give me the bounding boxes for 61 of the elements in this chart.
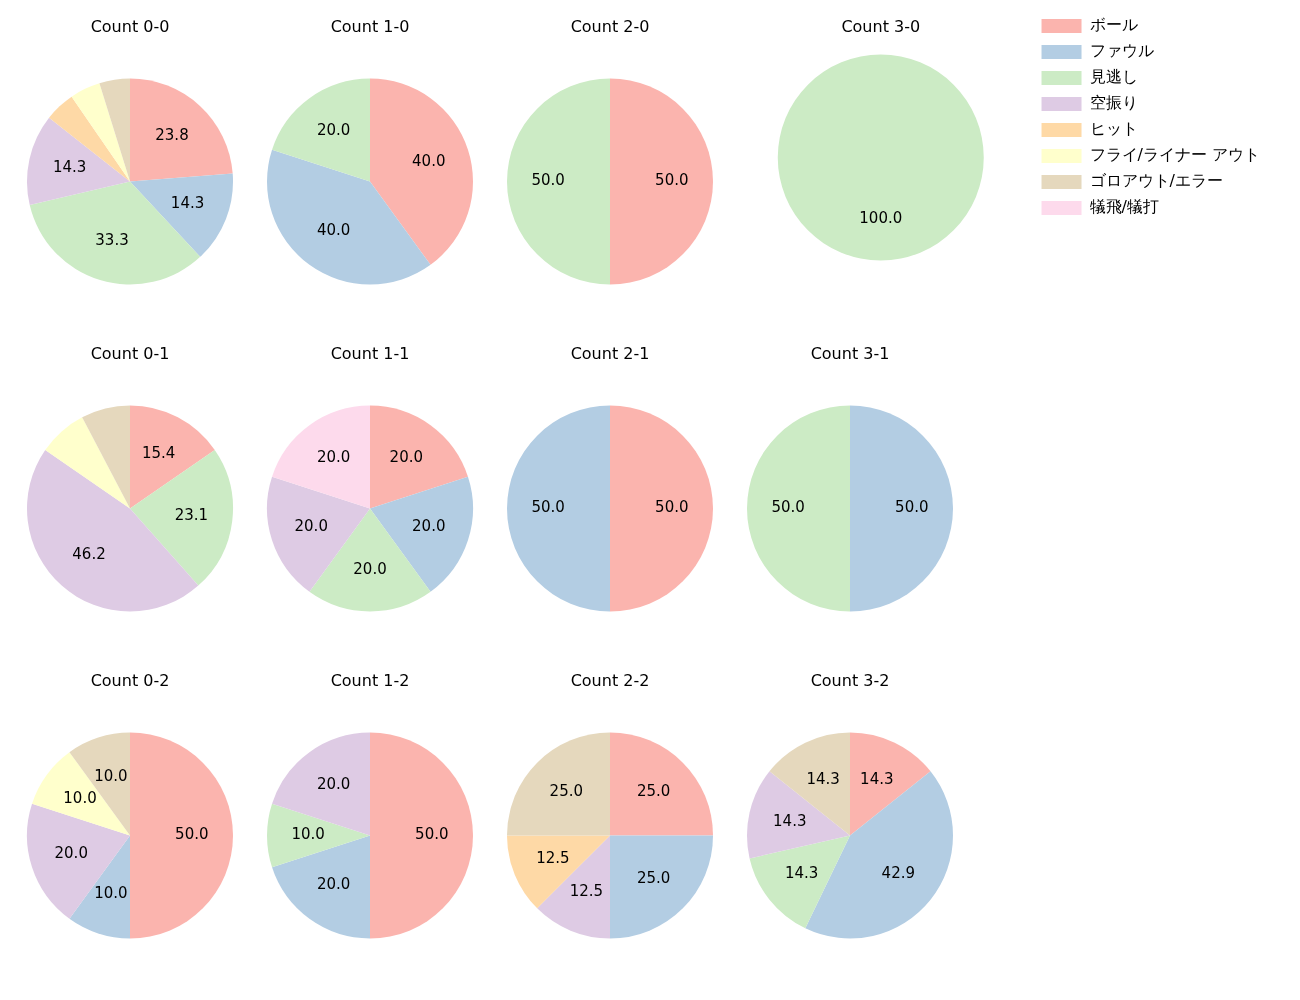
data-label: 50.0: [531, 171, 565, 190]
data-label: 14.3: [52, 158, 87, 177]
data-label: 10.0: [94, 766, 128, 785]
data-label: 46.2: [72, 544, 106, 563]
data-label: 10.0: [291, 825, 325, 844]
chart-title: Count 1-2: [330, 671, 410, 691]
data-label: 20.0: [316, 448, 351, 467]
data-label: 23.8: [155, 126, 189, 145]
data-label: 14.3: [806, 769, 840, 788]
data-label: 25.0: [637, 869, 671, 888]
legend-label: ボール: [1089, 15, 1138, 35]
data-label: 20.0: [316, 875, 351, 894]
chart-title: Count 0-0: [90, 17, 170, 37]
data-label: 12.5: [536, 849, 570, 868]
data-label: 15.4: [142, 443, 176, 462]
data-label: 23.1: [174, 505, 209, 524]
data-label: 50.0: [655, 171, 689, 190]
data-label: 25.0: [549, 781, 583, 800]
chart-title: Count 1-0: [330, 17, 410, 37]
data-label: 40.0: [412, 152, 446, 171]
data-label: 14.3: [170, 193, 205, 212]
data-label: 14.3: [860, 769, 894, 788]
chart-title: Count 3-0: [841, 17, 921, 37]
data-label: 20.0: [389, 448, 424, 467]
data-label: 50.0: [895, 498, 929, 517]
chart-title: Count 2-0: [570, 17, 650, 37]
chart-title: Count 0-2: [90, 671, 170, 691]
legend-label: 見逃し: [1089, 67, 1138, 87]
chart-title: Count 2-2: [570, 671, 650, 691]
data-label: 12.5: [569, 882, 604, 901]
data-label: 50.0: [415, 825, 449, 844]
data-label: 50.0: [655, 498, 689, 517]
legend-label: ヒット: [1089, 119, 1138, 139]
legend-label: 空振り: [1089, 93, 1138, 113]
chart-title: Count 3-1: [810, 344, 890, 364]
data-label: 25.0: [637, 781, 671, 800]
data-label: 50.0: [175, 825, 209, 844]
data-label: 14.3: [773, 811, 807, 830]
legend-label: ゴロアウト/エラー: [1089, 171, 1223, 191]
data-label: 42.9: [881, 863, 916, 882]
legend-label: フライ/ライナー アウト: [1089, 145, 1261, 165]
data-label: 20.0: [316, 121, 351, 140]
data-label: 20.0: [294, 517, 328, 536]
data-label: 10.0: [94, 884, 128, 903]
chart-title: Count 3-2: [810, 671, 890, 691]
chart-title: Count 0-1: [90, 344, 170, 364]
data-label: 40.0: [316, 221, 351, 240]
data-label: 100.0: [859, 209, 903, 228]
data-label: 20.0: [353, 560, 387, 579]
data-label: 14.3: [784, 863, 819, 882]
data-label: 50.0: [771, 498, 805, 517]
data-label: 20.0: [54, 844, 88, 863]
legend-label: 犠飛/犠打: [1089, 197, 1159, 217]
data-label: 33.3: [95, 230, 129, 249]
data-label: 20.0: [316, 775, 351, 794]
chart-title: Count 1-1: [330, 344, 410, 364]
data-label: 50.0: [531, 498, 565, 517]
legend-label: ファウル: [1089, 41, 1154, 61]
data-label: 10.0: [63, 789, 97, 808]
chart-title: Count 2-1: [570, 344, 650, 364]
data-label: 20.0: [412, 517, 446, 536]
